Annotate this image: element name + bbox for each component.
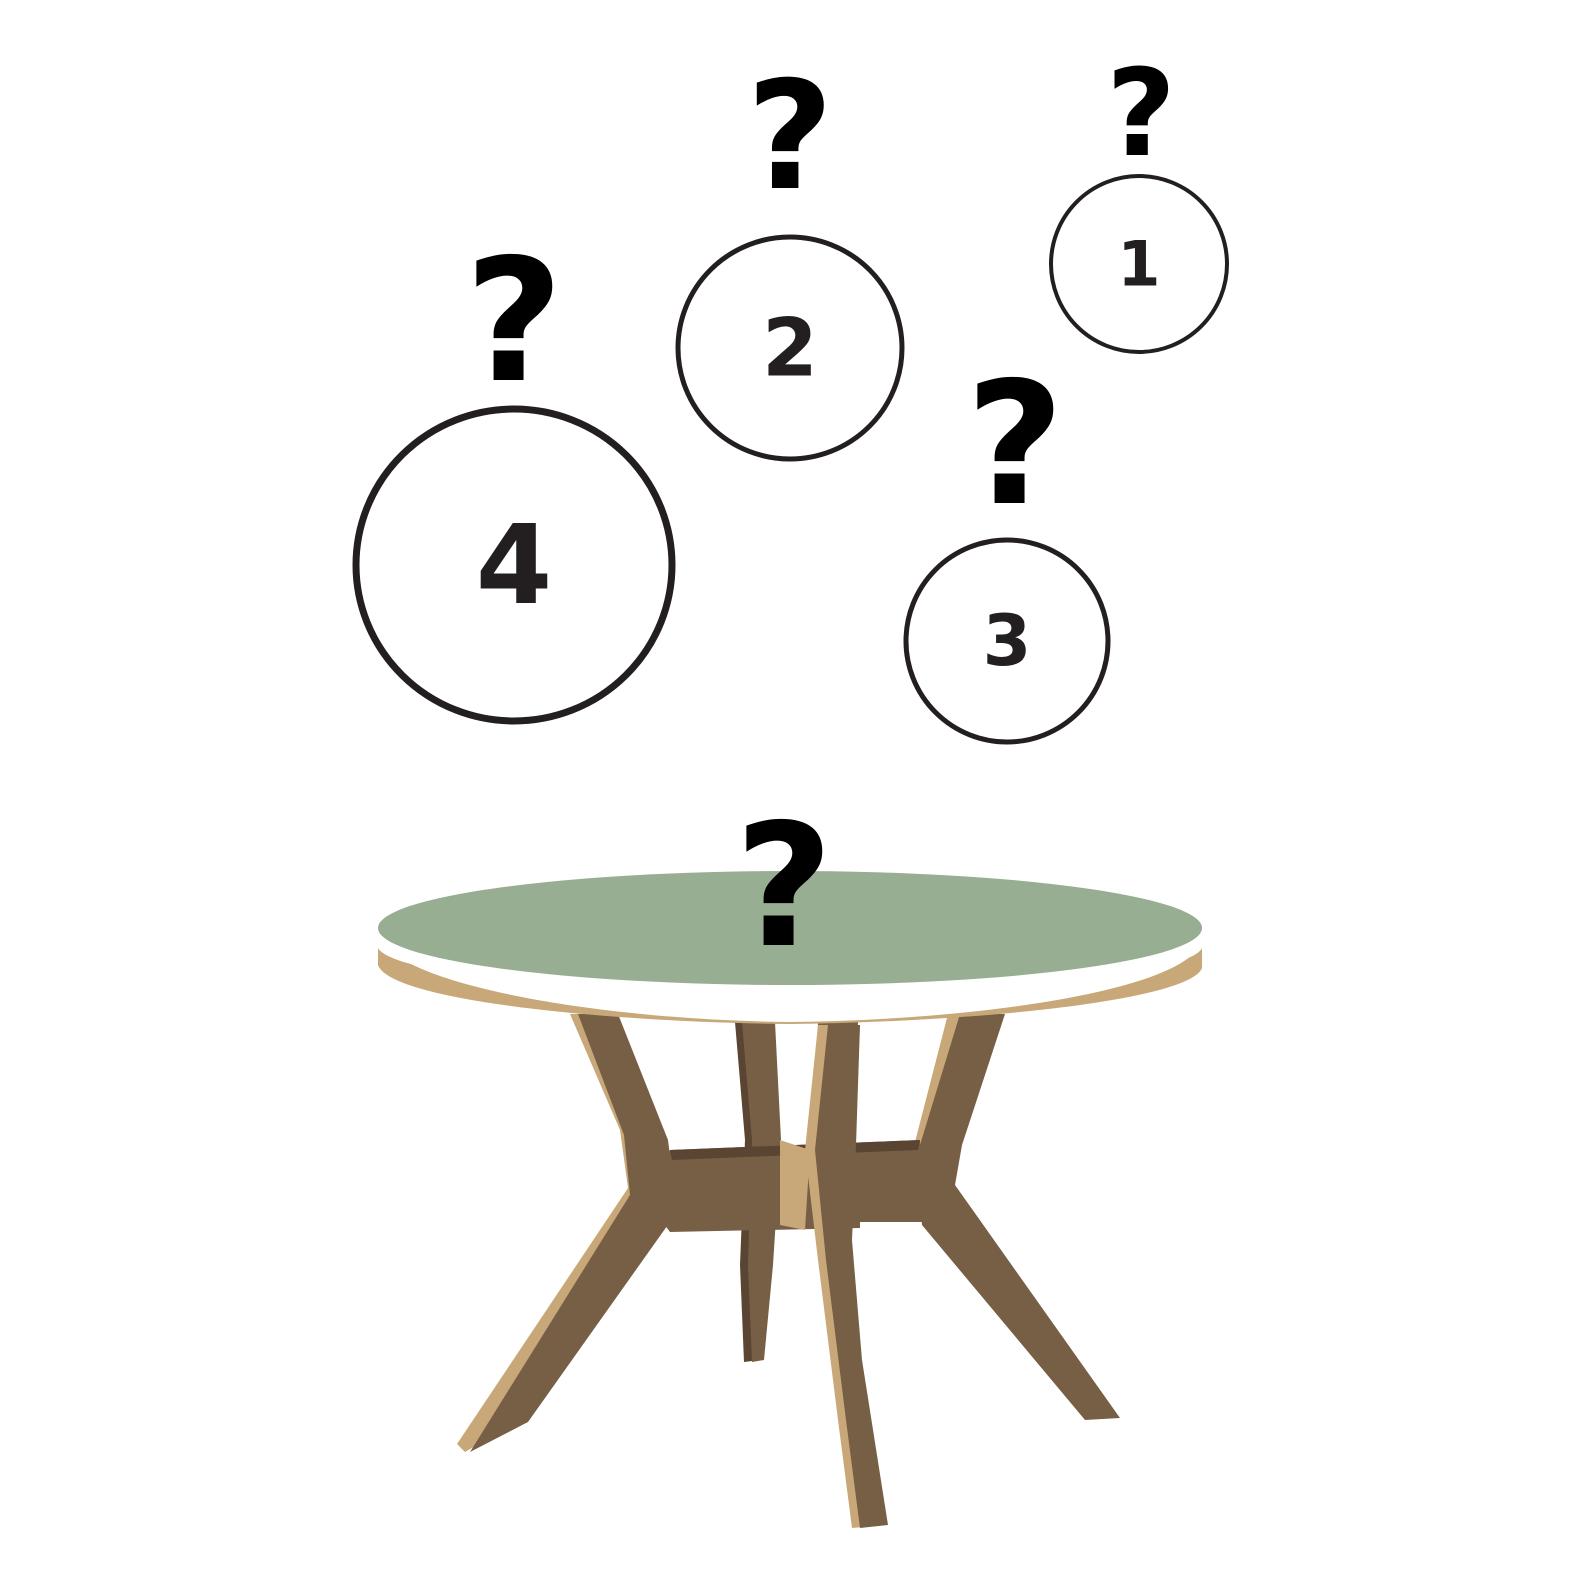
question-mark-icon: ? bbox=[966, 346, 1065, 544]
table-leg-center bbox=[805, 1025, 888, 1528]
circle-4-label: 4 bbox=[476, 501, 553, 629]
circle-4: 4 bbox=[352, 405, 676, 725]
table-leg-left bbox=[457, 1014, 677, 1452]
question-mark-icon: ? bbox=[465, 223, 564, 421]
table-leg-right bbox=[912, 1014, 1120, 1420]
circle-2-label: 2 bbox=[762, 302, 818, 395]
circle-3-label: 3 bbox=[983, 600, 1032, 682]
question-mark-icon: ? bbox=[746, 50, 833, 224]
circle-3: 3 bbox=[903, 537, 1111, 745]
question-mark-icon: ? bbox=[735, 788, 834, 986]
circle-1: 1 bbox=[1049, 174, 1229, 354]
table-top bbox=[378, 871, 1202, 985]
circle-1-label: 1 bbox=[1117, 228, 1160, 301]
question-mark-icon: ? bbox=[1106, 45, 1176, 184]
table-stretcher bbox=[640, 1140, 922, 1232]
round-table-illustration bbox=[378, 871, 1202, 1528]
circle-2: 2 bbox=[675, 234, 905, 462]
